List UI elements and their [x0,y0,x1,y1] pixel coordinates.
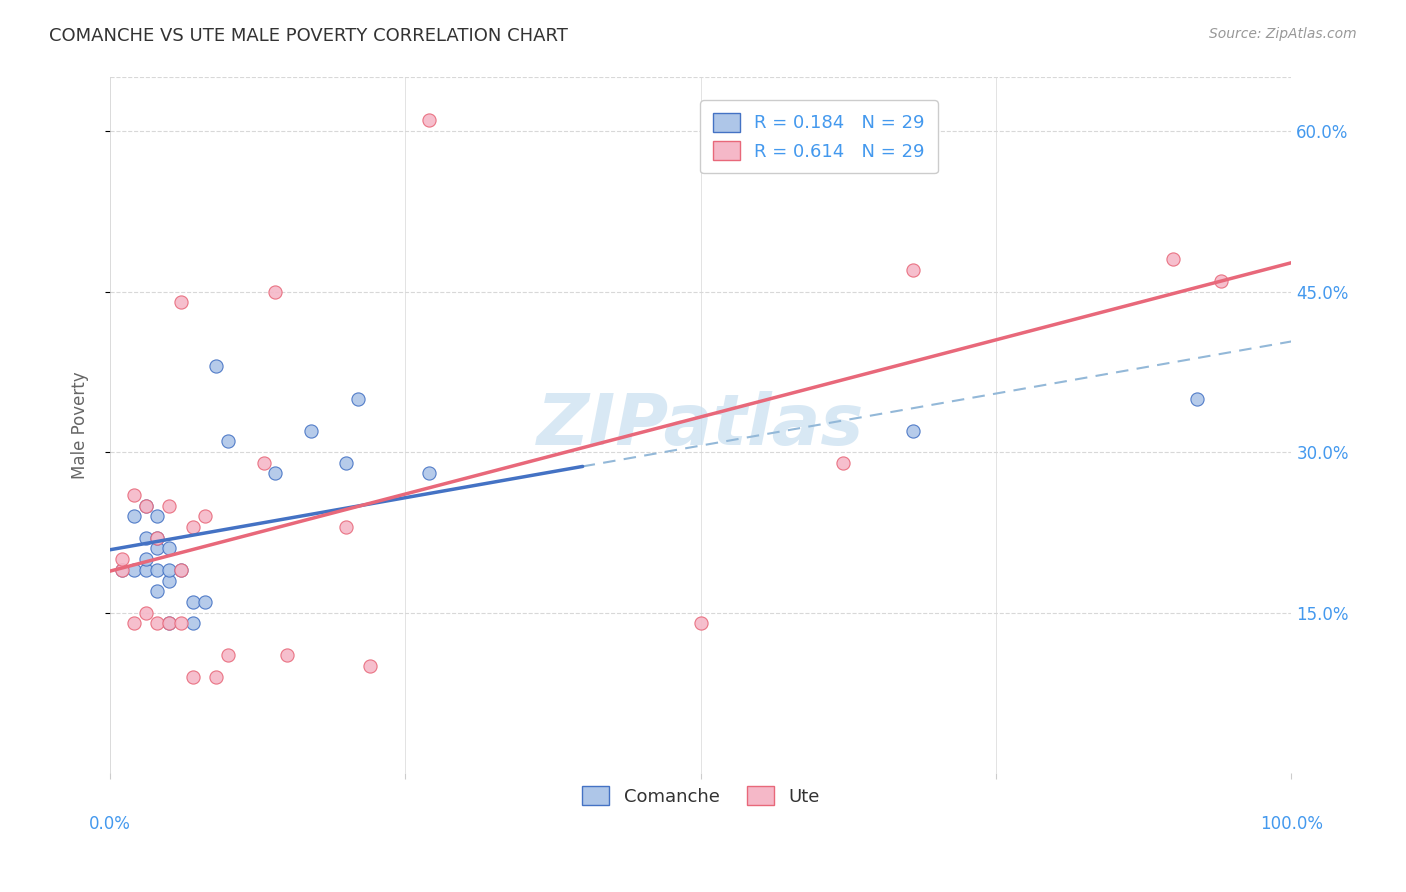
Point [1209,274,1232,288]
Point [205,359,228,374]
Y-axis label: Male Poverty: Male Poverty [72,371,89,479]
Point [146,563,169,577]
Point [134,563,156,577]
Point [418,467,440,481]
Point [194,595,217,609]
Point [181,595,204,609]
Point [1163,252,1185,267]
Text: ZIPatlas: ZIPatlas [537,391,865,459]
Point [170,563,193,577]
Point [146,531,169,545]
Point [217,648,239,663]
Point [359,659,381,673]
Point [903,263,925,277]
Point [181,670,204,684]
Point [157,499,180,513]
Point [134,499,156,513]
Point [122,563,145,577]
Point [347,392,370,406]
Point [134,531,156,545]
Point [111,563,134,577]
Point [157,616,180,631]
Point [264,467,287,481]
Point [170,616,193,631]
Point [264,285,287,299]
Point [170,295,193,310]
Point [1185,392,1208,406]
Point [831,456,853,470]
Point [181,520,204,534]
Point [134,552,156,566]
Point [276,648,298,663]
Point [157,563,180,577]
Point [157,574,180,588]
Point [146,509,169,524]
Point [134,499,156,513]
Text: Source: ZipAtlas.com: Source: ZipAtlas.com [1209,27,1357,41]
Point [181,616,204,631]
Point [170,563,193,577]
Point [194,509,217,524]
Point [146,584,169,599]
Legend: Comanche, Ute: Comanche, Ute [575,779,827,813]
Point [205,670,228,684]
Point [253,456,276,470]
Text: 100.0%: 100.0% [1260,815,1323,833]
Point [111,552,134,566]
Point [299,424,322,438]
Point [122,488,145,502]
Point [122,616,145,631]
Point [157,541,180,556]
Point [146,531,169,545]
Point [134,606,156,620]
Text: COMANCHE VS UTE MALE POVERTY CORRELATION CHART: COMANCHE VS UTE MALE POVERTY CORRELATION… [49,27,568,45]
Point [335,456,357,470]
Text: 0.0%: 0.0% [89,815,131,833]
Point [418,113,440,128]
Point [111,563,134,577]
Point [122,509,145,524]
Point [335,520,357,534]
Point [146,541,169,556]
Point [157,616,180,631]
Point [217,434,239,449]
Point [903,424,925,438]
Point [146,616,169,631]
Point [689,616,711,631]
